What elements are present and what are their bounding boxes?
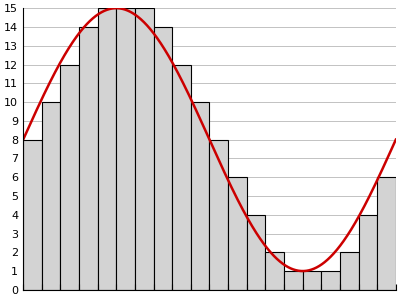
Bar xyxy=(172,64,191,290)
Bar xyxy=(79,27,98,290)
Bar xyxy=(321,271,340,290)
Bar xyxy=(135,8,154,290)
Bar xyxy=(23,140,42,290)
Bar xyxy=(265,252,284,290)
Bar xyxy=(303,271,321,290)
Bar xyxy=(154,27,172,290)
Bar xyxy=(247,215,265,290)
Bar xyxy=(60,64,79,290)
Bar xyxy=(284,271,303,290)
Bar xyxy=(358,215,377,290)
Bar xyxy=(340,252,358,290)
Bar xyxy=(42,102,60,290)
Bar xyxy=(116,8,135,290)
Bar xyxy=(98,8,116,290)
Bar xyxy=(191,102,210,290)
Bar xyxy=(228,177,247,290)
Bar xyxy=(377,177,396,290)
Bar xyxy=(210,140,228,290)
